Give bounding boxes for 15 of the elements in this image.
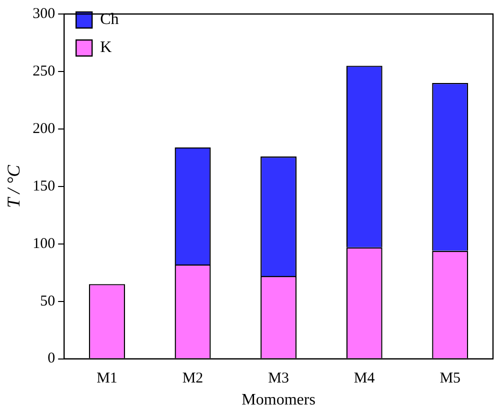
x-tick-label: M4 — [354, 370, 376, 387]
x-tick-label: M3 — [268, 370, 289, 387]
y-tick-label: 150 — [32, 178, 56, 194]
y-tick-label: 200 — [32, 120, 56, 137]
legend-label: K — [100, 39, 112, 56]
x-axis-title: Momomers — [242, 392, 316, 409]
x-tick-label: M1 — [96, 370, 118, 387]
y-tick-label: 0 — [48, 350, 56, 367]
y-tick-label: 100 — [32, 236, 56, 252]
y-axis-title: T / °C — [4, 164, 24, 208]
y-tick-label: 300 — [32, 6, 56, 22]
x-tick-label: M2 — [182, 370, 204, 387]
y-tick-label: 50 — [40, 293, 56, 310]
x-tick-label: M5 — [440, 370, 461, 387]
y-tick-label: 250 — [32, 63, 56, 80]
